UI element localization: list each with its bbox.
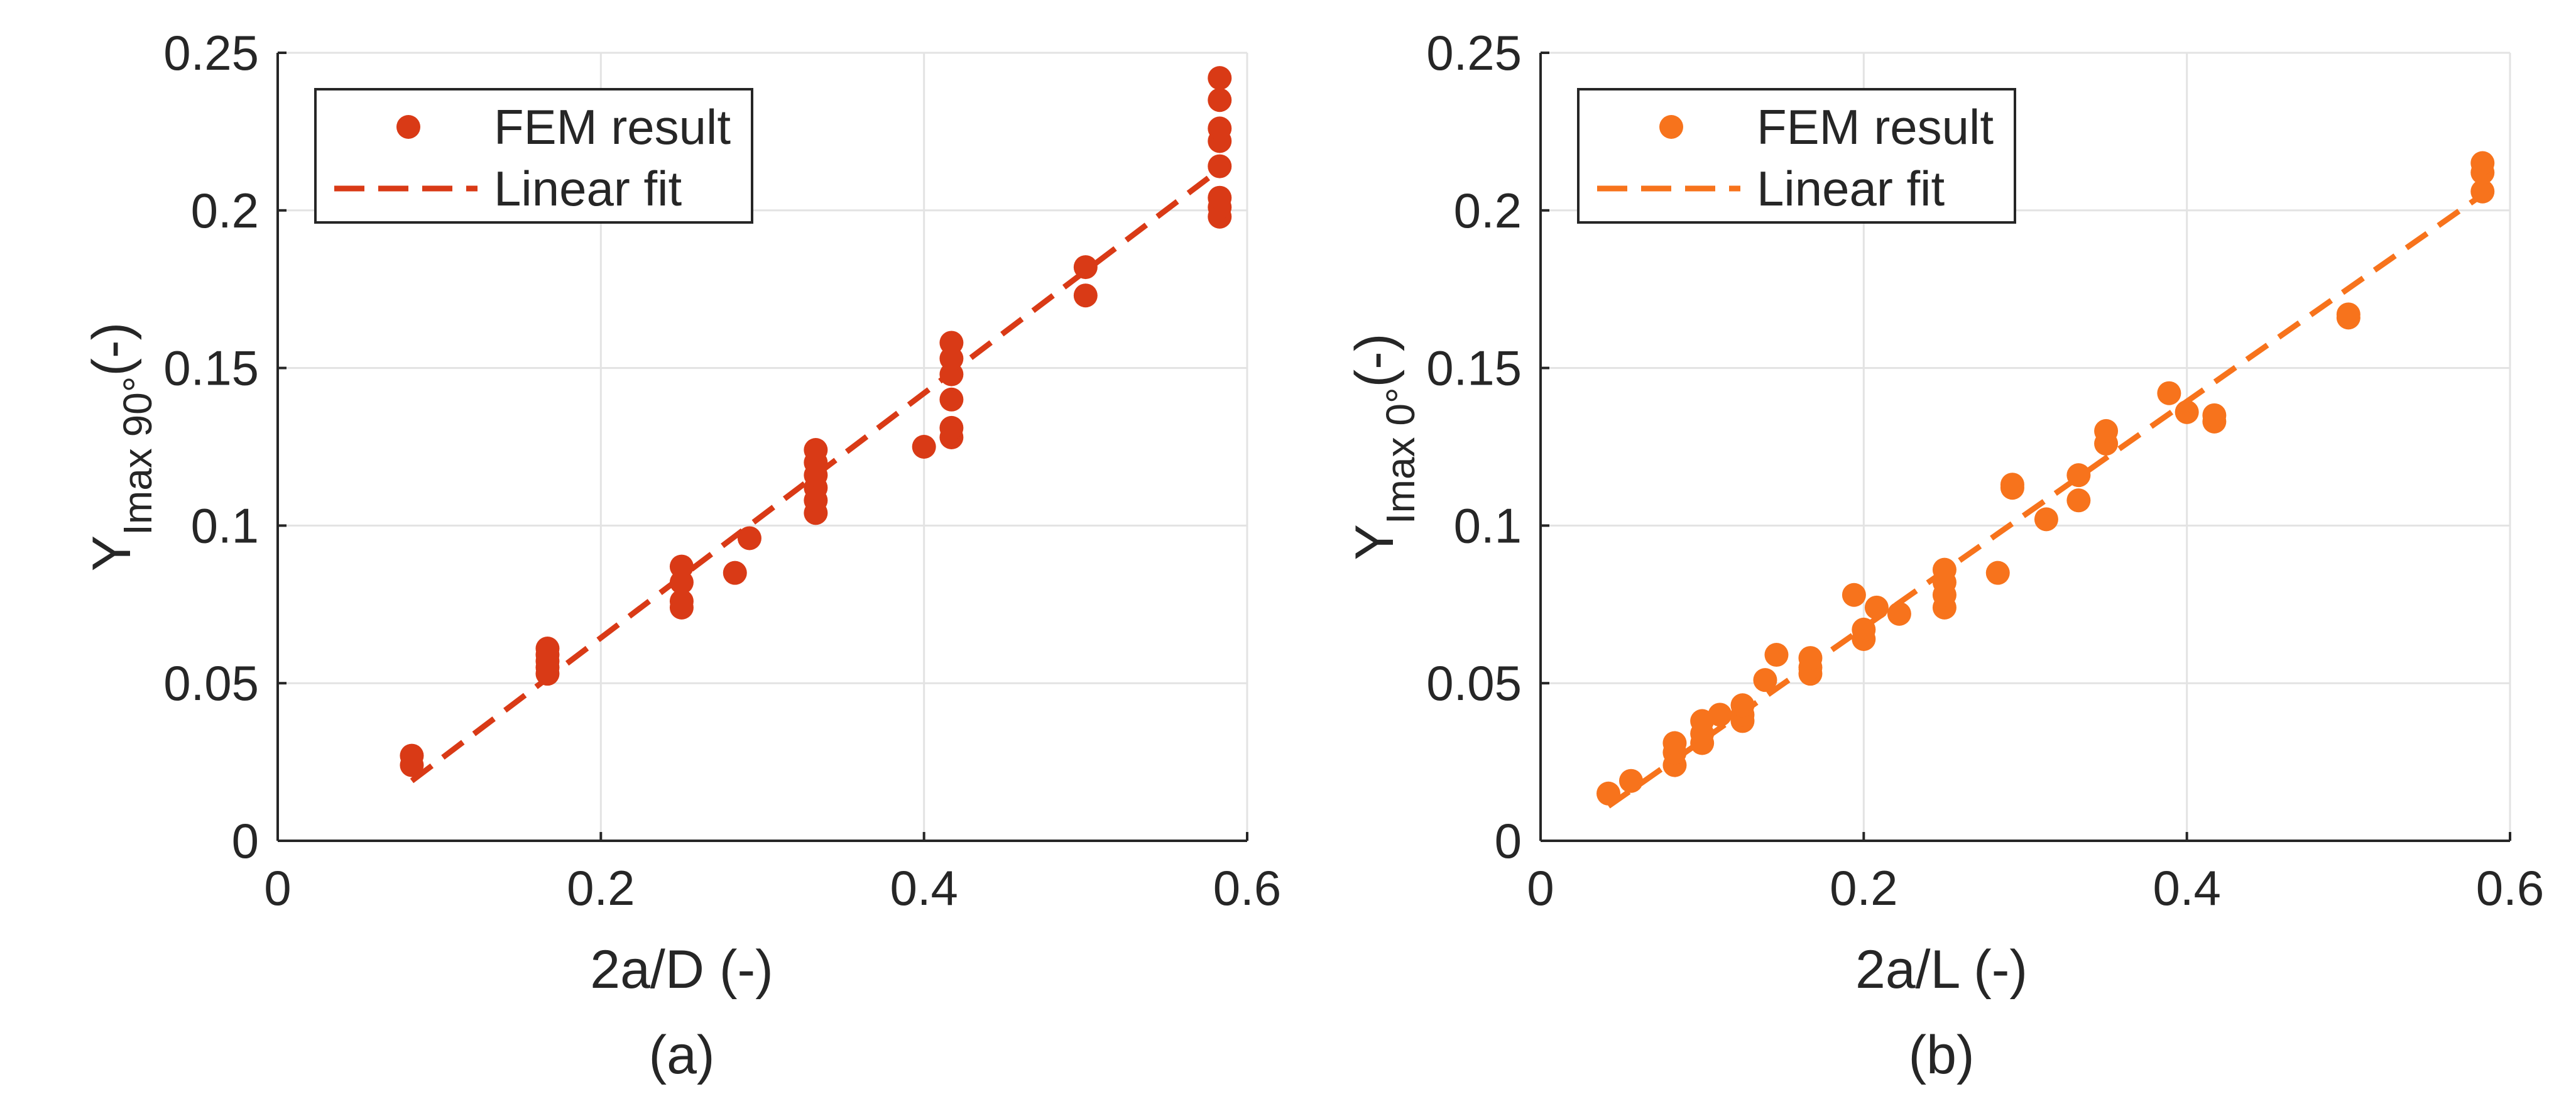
y-tick-label: 0.25 xyxy=(1426,25,1522,80)
legend-marker-fem xyxy=(396,115,420,139)
fem-result-point xyxy=(1985,561,2010,585)
chart-panel-b: 0 0.2 0.4 0.6 0 0.05 0.1 0.15 0.2 0.25 2a/L (-) (b)… xyxy=(1345,25,2544,1085)
fem-result-point xyxy=(1662,731,1687,755)
y-tick-label: 0.25 xyxy=(163,25,259,80)
y-axis-label-unit: (-) xyxy=(1345,334,1405,388)
fem-result-point xyxy=(1073,283,1098,308)
y-axis-label-subscript: Imax 0° xyxy=(1378,387,1423,524)
y-axis-label-subscript: Imax 90° xyxy=(115,376,160,535)
fem-result-point xyxy=(1852,617,1876,642)
fem-result-point xyxy=(1208,116,1232,141)
fem-result-point xyxy=(1208,88,1232,112)
x-tick-label: 0 xyxy=(1527,860,1554,916)
y-axis-label-main: Y xyxy=(1345,524,1405,560)
fem-result-point xyxy=(2470,151,2495,175)
fem-result-point xyxy=(2175,400,2199,424)
x-tick-label: 0.6 xyxy=(1213,860,1281,916)
x-axis-label: 2a/D (-) xyxy=(590,939,773,1000)
fem-result-point xyxy=(1753,668,1777,692)
y-tick-label: 0.05 xyxy=(163,655,259,711)
y-tick-label: 0.15 xyxy=(163,341,259,396)
legend-label-fem: FEM result xyxy=(494,99,731,155)
fem-result-point xyxy=(1619,769,1644,793)
fem-result-point xyxy=(804,438,828,462)
fem-result-point xyxy=(912,435,936,459)
legend-marker-fem xyxy=(1659,115,1683,139)
fem-result-point xyxy=(2066,463,2091,488)
legend: FEM result Linear fit xyxy=(1577,88,2016,224)
fem-result-point xyxy=(1887,601,1911,626)
fem-result-point xyxy=(2000,473,2024,497)
legend-box xyxy=(1577,88,2016,224)
x-tick-label: 0.2 xyxy=(567,860,635,916)
y-axis-label-main: Y xyxy=(82,535,142,571)
fem-result-point xyxy=(1073,255,1098,280)
fem-result-point xyxy=(1764,643,1789,667)
fem-result-point xyxy=(2470,179,2495,204)
y-axis-label: YImax 90°(-) xyxy=(82,322,160,572)
x-tick-label: 0.4 xyxy=(890,860,958,916)
x-axis-label: 2a/L (-) xyxy=(1855,939,2028,1000)
y-axis-label: YImax 0°(-) xyxy=(1345,334,1423,561)
fem-result-point xyxy=(1208,66,1232,90)
x-tick-label: 0.4 xyxy=(2153,860,2220,916)
fem-result-point xyxy=(1798,646,1823,670)
y-axis-label-unit: (-) xyxy=(82,322,142,376)
fem-result-point xyxy=(723,561,747,585)
y-tick-label: 0.2 xyxy=(191,183,259,238)
fem-result-point xyxy=(1842,583,1866,607)
fem-result-point xyxy=(1208,185,1232,210)
fem-result-point xyxy=(939,387,964,412)
fem-result-point xyxy=(2157,381,2181,405)
fem-result-point xyxy=(2202,403,2227,427)
y-tick-label: 0.2 xyxy=(1454,183,1522,238)
fem-result-point xyxy=(1708,703,1732,727)
fem-result-point xyxy=(669,554,694,579)
fem-result-point xyxy=(400,743,424,768)
fem-result-point xyxy=(737,526,761,550)
fem-result-point xyxy=(2336,302,2360,327)
fem-result-point xyxy=(1932,557,1957,582)
y-tick-label: 0.15 xyxy=(1426,341,1522,396)
fem-result-point xyxy=(535,637,560,661)
y-tick-label: 0.1 xyxy=(1454,498,1522,553)
fem-result-point xyxy=(1208,154,1232,178)
legend-box xyxy=(314,88,753,224)
panel-label: (b) xyxy=(1908,1025,1974,1085)
y-tick-label: 0 xyxy=(232,813,259,868)
fem-result-point xyxy=(1864,595,1889,620)
legend-label-fit: Linear fit xyxy=(1757,161,1945,216)
fem-result-point xyxy=(939,415,964,440)
x-tick-label: 0.2 xyxy=(1830,860,1897,916)
panel-label: (a) xyxy=(648,1025,714,1085)
y-tick-label: 0.05 xyxy=(1426,655,1522,711)
legend: FEM result Linear fit xyxy=(314,88,753,224)
fem-result-point xyxy=(669,589,694,613)
fem-result-point xyxy=(939,331,964,355)
fem-result-point xyxy=(2034,507,2058,532)
fem-result-point xyxy=(2066,488,2091,513)
x-tick-label: 0.6 xyxy=(2476,860,2544,916)
x-tick-label: 0 xyxy=(264,860,291,916)
y-tick-label: 0.1 xyxy=(191,498,259,553)
fem-result-point xyxy=(2094,419,2119,443)
y-tick-label: 0 xyxy=(1495,813,1522,868)
legend-label-fit: Linear fit xyxy=(494,161,682,216)
fem-result-point xyxy=(1596,781,1621,806)
legend-label-fem: FEM result xyxy=(1757,99,1994,155)
fem-result-point xyxy=(1730,693,1755,718)
chart-panel-a: 0 0.2 0.4 0.6 0 0.05 0.1 0.15 0.2 0.25 2a/D (-) (a)… xyxy=(82,25,1281,1085)
